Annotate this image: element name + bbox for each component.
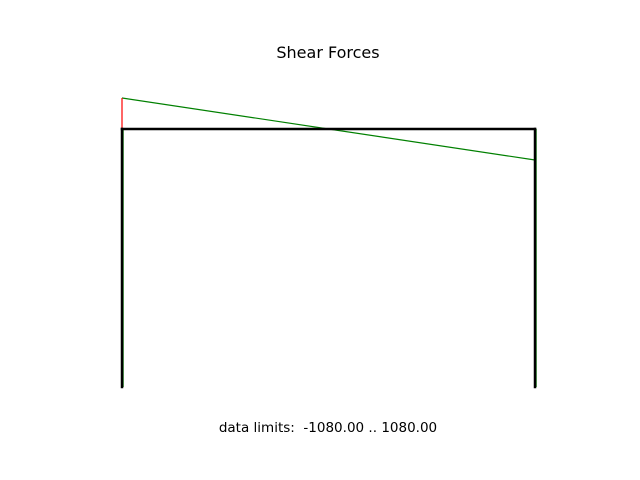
data-limits-max: 1080.00 [381, 420, 438, 436]
chart-title: Shear Forces [276, 43, 380, 62]
frame-members [120, 127, 537, 389]
shear-curves [121, 97, 537, 388]
data-limits-min: -1080.00 [303, 420, 365, 436]
data-limits-readout: data limits: -1080.00 .. 1080.00 [0, 420, 640, 436]
data-limits-separator: .. [368, 420, 378, 436]
data-limits-prefix: data limits: [218, 420, 295, 436]
